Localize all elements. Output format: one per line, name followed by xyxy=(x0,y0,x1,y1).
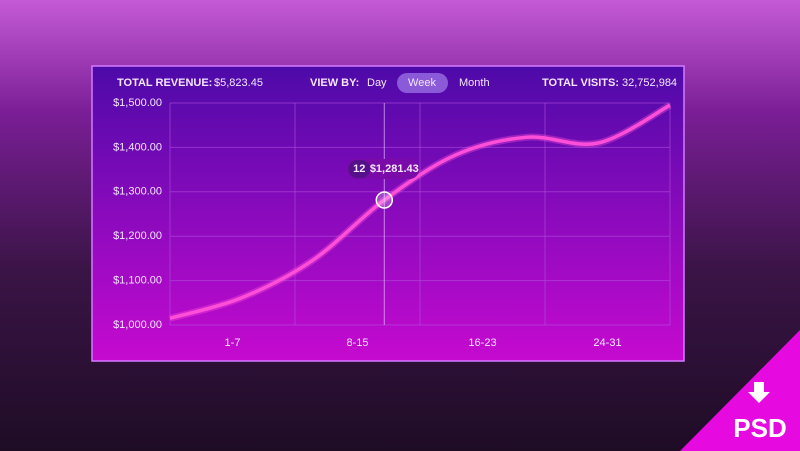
y-tick-label: $1,400.00 xyxy=(113,141,162,153)
tooltip-x: 12 xyxy=(353,163,365,175)
y-tick-label: $1,500.00 xyxy=(113,97,162,109)
hover-point xyxy=(375,191,394,209)
revenue-label: TOTAL REVENUE: xyxy=(117,77,212,89)
x-tick-label: 8-15 xyxy=(346,337,368,349)
download-icon xyxy=(748,382,770,403)
view-option[interactable]: Week xyxy=(408,77,436,89)
tooltip-value: $1,281.43 xyxy=(370,163,419,175)
revenue-value: $5,823.45 xyxy=(214,77,263,89)
x-tick-label: 24-31 xyxy=(593,337,621,349)
y-tick-label: $1,200.00 xyxy=(113,230,162,242)
selected-pill[interactable] xyxy=(397,73,448,93)
view-by-label: VIEW BY: xyxy=(310,77,359,89)
tooltip-day xyxy=(348,160,371,179)
y-tick-label: $1,100.00 xyxy=(113,275,162,287)
y-tick-label: $1,300.00 xyxy=(113,186,162,198)
y-tick-label: $1,000.00 xyxy=(113,319,162,331)
badge-text: PSD xyxy=(733,413,786,443)
view-option[interactable]: Day xyxy=(367,77,387,89)
visits-value: 32,752,984 xyxy=(622,77,677,89)
line xyxy=(169,103,671,321)
badge xyxy=(680,330,800,451)
view-option[interactable]: Month xyxy=(459,77,490,89)
x-tick-label: 16-23 xyxy=(468,337,496,349)
visits-label: TOTAL VISITS: xyxy=(542,77,619,89)
x-tick-label: 1-7 xyxy=(225,337,241,349)
